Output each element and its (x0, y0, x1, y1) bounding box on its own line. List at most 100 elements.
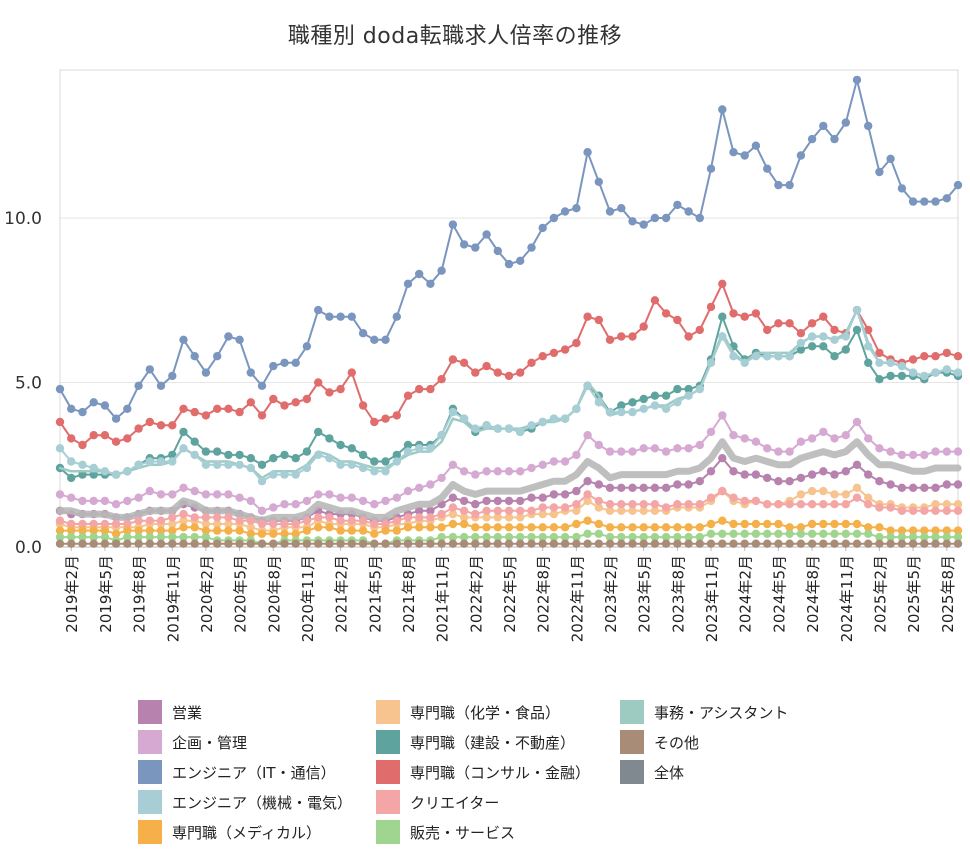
data-point (549, 523, 559, 532)
data-point (830, 500, 839, 509)
data-point (168, 539, 177, 548)
data-point (527, 539, 536, 548)
data-point (953, 539, 963, 548)
data-point (482, 421, 491, 430)
data-point (684, 480, 693, 489)
legend-item: 営業 (138, 700, 202, 724)
data-point (89, 526, 98, 535)
legend-swatch (620, 730, 644, 754)
data-point (560, 414, 570, 423)
legend-swatch (376, 730, 400, 754)
data-point (426, 539, 435, 548)
data-point (482, 361, 491, 371)
data-point (134, 526, 143, 535)
data-point (224, 519, 233, 529)
data-point (325, 523, 334, 532)
data-point (179, 516, 188, 525)
data-point (763, 325, 772, 335)
data-point (908, 483, 918, 492)
data-point (246, 516, 255, 525)
data-point (852, 417, 862, 427)
x-tick-label: 2024年2月 (737, 555, 755, 633)
data-point (819, 519, 828, 529)
data-point (156, 526, 166, 535)
data-point (504, 424, 514, 433)
data-point (224, 526, 233, 535)
data-point (729, 352, 738, 361)
data-point (549, 539, 559, 548)
data-point (527, 532, 536, 542)
data-point (796, 490, 806, 499)
data-point (459, 532, 469, 542)
legend-label: 事務・アシスタント (654, 703, 789, 722)
data-point (392, 312, 401, 321)
data-point (684, 500, 693, 509)
data-point (841, 490, 850, 499)
data-point (875, 375, 884, 384)
data-point (852, 460, 862, 469)
data-point (706, 539, 716, 548)
data-point (437, 266, 446, 275)
data-point (572, 539, 581, 548)
data-point (482, 467, 491, 476)
data-point (370, 467, 379, 476)
data-point (864, 523, 873, 532)
data-point (650, 213, 660, 223)
data-point (673, 384, 682, 394)
data-point (628, 398, 637, 407)
data-point (617, 523, 626, 532)
data-point (493, 506, 502, 515)
data-point (426, 513, 435, 522)
data-point (426, 480, 435, 489)
data-point (100, 467, 110, 476)
data-point (314, 305, 323, 315)
data-point (785, 477, 794, 486)
data-point (583, 516, 592, 525)
data-point (830, 335, 839, 344)
data-point (302, 342, 312, 351)
data-point (650, 506, 660, 515)
data-point (336, 516, 345, 525)
data-point (291, 529, 300, 538)
data-point (459, 506, 469, 515)
data-point (336, 493, 345, 502)
data-point (347, 444, 356, 453)
legend-swatch (376, 760, 400, 784)
data-point (572, 404, 581, 413)
data-point (931, 539, 940, 548)
legend-swatch (376, 790, 400, 814)
data-point (381, 519, 390, 529)
data-point (852, 529, 862, 538)
data-point (718, 539, 727, 548)
data-point (527, 358, 536, 367)
chart-title: 職種別 doda転職求人倍率の推移 (287, 24, 623, 49)
data-point (639, 322, 648, 331)
x-tick-label: 2023年8月 (669, 555, 687, 633)
data-point (605, 335, 615, 344)
data-point (269, 361, 278, 371)
data-point (605, 447, 615, 456)
data-point (370, 335, 379, 344)
data-point (246, 523, 255, 532)
series-10 (55, 516, 963, 538)
legend-item: その他 (620, 730, 699, 754)
data-point (325, 454, 334, 463)
data-point (897, 371, 907, 381)
data-point (347, 516, 356, 525)
data-point (504, 532, 514, 542)
data-point (718, 411, 727, 420)
x-tick-label: 2019年5月 (97, 555, 115, 633)
data-point (437, 509, 446, 519)
data-point (661, 447, 671, 456)
data-point (617, 447, 626, 456)
data-point (459, 358, 469, 367)
legend-item: 全体 (620, 760, 684, 784)
data-point (89, 496, 98, 506)
data-point (661, 213, 671, 223)
data-point (448, 503, 458, 512)
data-point (381, 539, 390, 548)
data-point (224, 539, 233, 548)
data-point (763, 444, 772, 453)
data-point (347, 493, 356, 502)
data-point (796, 329, 806, 338)
